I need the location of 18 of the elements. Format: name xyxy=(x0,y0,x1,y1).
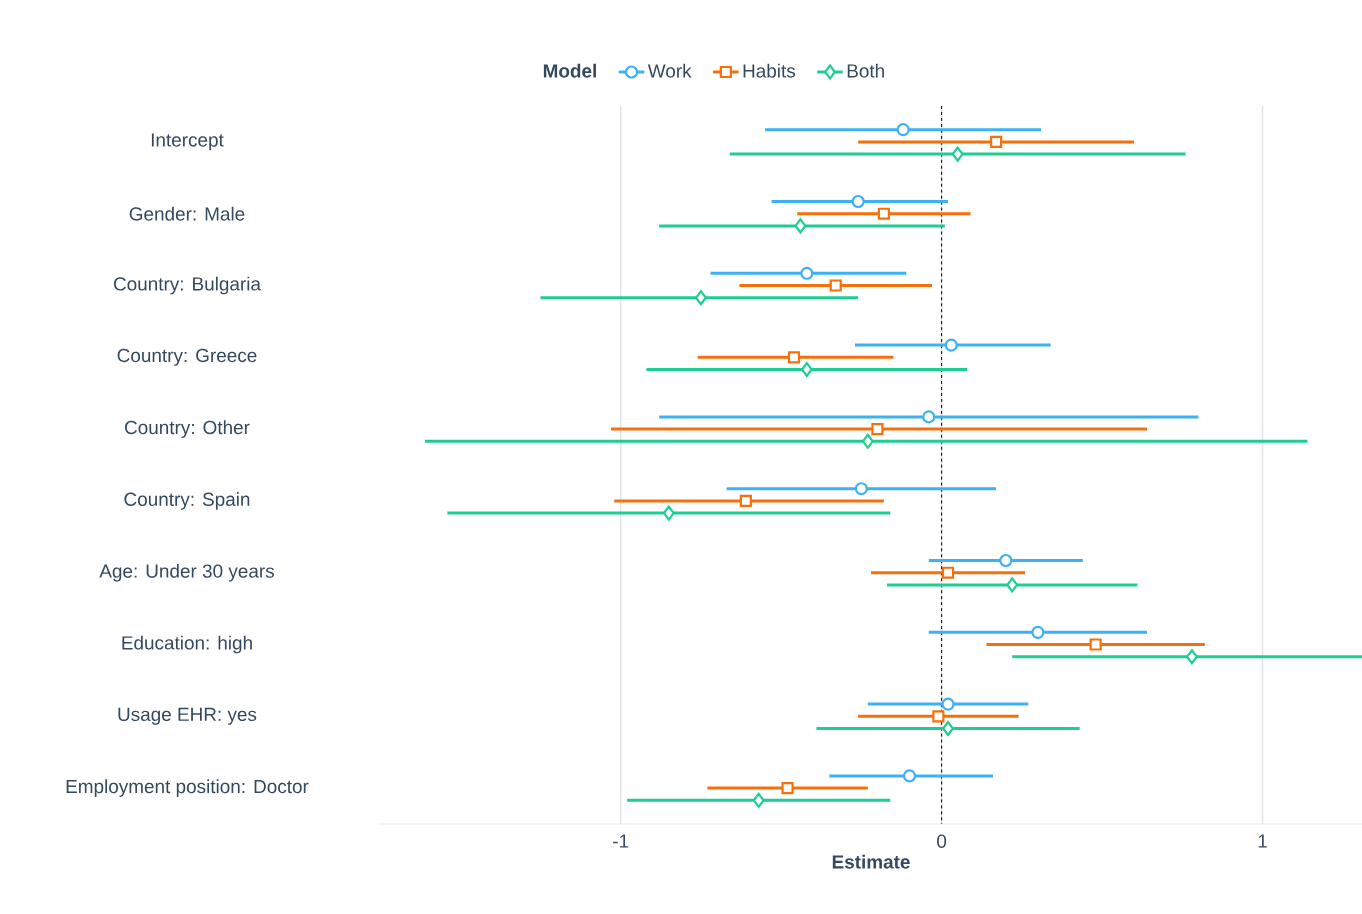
legend-label: Work xyxy=(647,63,692,78)
x-tick-label: 0 xyxy=(937,834,947,848)
y-tick-label: Country: Spain xyxy=(124,492,250,510)
y-tick-label: Employment position: Doctor xyxy=(66,779,309,797)
x-axis-title: Estimate xyxy=(832,854,910,869)
y-tick-label: Country: Bulgaria xyxy=(113,276,261,295)
y-tick-label: Age: Under 30 years xyxy=(99,563,274,582)
legend-label: Habits xyxy=(743,63,796,78)
y-tick-label: Education: high xyxy=(122,635,252,654)
legend-label: Both xyxy=(847,63,884,78)
x-tick-label: 1 xyxy=(1258,834,1267,848)
legend-title: Model xyxy=(543,63,596,78)
y-tick-label: Country: Greece xyxy=(117,348,257,366)
y-tick-label: Usage EHR: yes xyxy=(118,707,257,725)
y-tick-label: Gender: Male xyxy=(129,206,245,221)
y-tick-label: Intercept xyxy=(151,133,224,151)
x-tick-label: -1 xyxy=(613,834,629,848)
y-tick-label: Country: Other xyxy=(125,420,250,438)
